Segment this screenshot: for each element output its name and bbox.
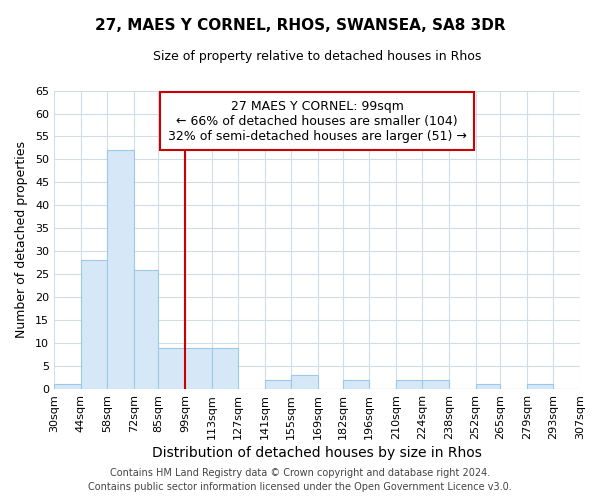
Text: 27, MAES Y CORNEL, RHOS, SWANSEA, SA8 3DR: 27, MAES Y CORNEL, RHOS, SWANSEA, SA8 3D… bbox=[95, 18, 505, 32]
Title: Size of property relative to detached houses in Rhos: Size of property relative to detached ho… bbox=[153, 50, 481, 63]
Text: Contains HM Land Registry data © Crown copyright and database right 2024.
Contai: Contains HM Land Registry data © Crown c… bbox=[88, 468, 512, 492]
Bar bbox=[158, 348, 185, 389]
Bar bbox=[265, 380, 292, 389]
Bar bbox=[343, 380, 369, 389]
Bar bbox=[134, 270, 158, 389]
Bar bbox=[292, 376, 318, 389]
Text: 27 MAES Y CORNEL: 99sqm
← 66% of detached houses are smaller (104)
32% of semi-d: 27 MAES Y CORNEL: 99sqm ← 66% of detache… bbox=[167, 100, 466, 142]
Bar bbox=[54, 384, 80, 389]
Bar bbox=[396, 380, 422, 389]
Bar bbox=[212, 348, 238, 389]
Bar bbox=[527, 384, 553, 389]
Bar bbox=[185, 348, 212, 389]
Bar bbox=[476, 384, 500, 389]
Y-axis label: Number of detached properties: Number of detached properties bbox=[15, 142, 28, 338]
X-axis label: Distribution of detached houses by size in Rhos: Distribution of detached houses by size … bbox=[152, 446, 482, 460]
Bar bbox=[80, 260, 107, 389]
Bar bbox=[422, 380, 449, 389]
Bar bbox=[107, 150, 134, 389]
